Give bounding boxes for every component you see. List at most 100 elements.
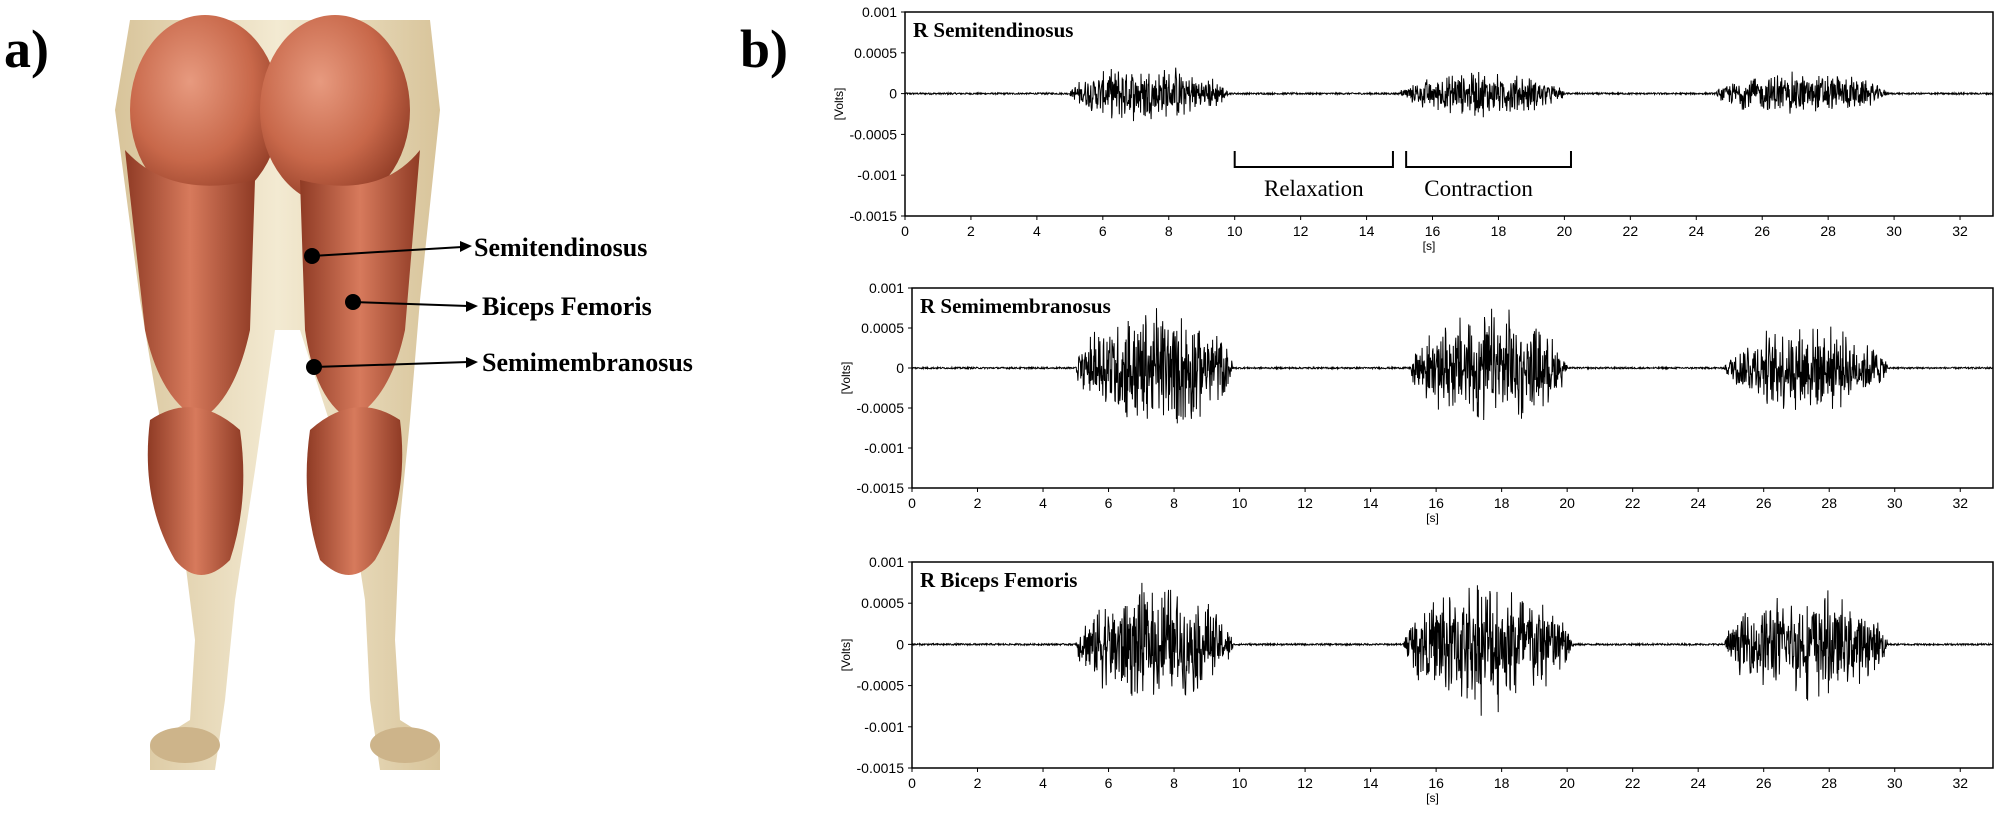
x-tick-label: 2 xyxy=(967,223,975,239)
y-axis-title: [Volts] xyxy=(839,639,853,672)
y-axis-title: [Volts] xyxy=(839,362,853,395)
y-tick-label: 0 xyxy=(896,360,904,376)
left-calf-muscles xyxy=(147,407,244,575)
x-tick-label: 20 xyxy=(1559,775,1575,791)
x-tick-label: 20 xyxy=(1557,223,1573,239)
y-tick-label: 0.0005 xyxy=(861,595,904,611)
x-tick-label: 30 xyxy=(1886,223,1902,239)
x-tick-label: 4 xyxy=(1039,775,1047,791)
x-tick-label: 22 xyxy=(1625,775,1641,791)
y-axis-title: [Volts] xyxy=(832,88,846,121)
contraction-label: Contraction xyxy=(1424,176,1533,201)
x-tick-label: 14 xyxy=(1359,223,1375,239)
chart-title: R Semitendinosus xyxy=(913,18,1073,42)
left-heel xyxy=(150,727,220,763)
right-glute xyxy=(260,15,410,205)
x-tick-label: 8 xyxy=(1170,775,1178,791)
panel-label-b: b) xyxy=(740,19,789,79)
arrowhead-semitendinosus xyxy=(460,241,472,252)
x-tick-label: 8 xyxy=(1170,495,1178,511)
x-tick-label: 0 xyxy=(908,775,916,791)
y-tick-label: 0.001 xyxy=(869,554,904,570)
y-tick-label: -0.0015 xyxy=(850,208,898,224)
x-tick-label: 14 xyxy=(1363,775,1379,791)
y-tick-label: -0.0015 xyxy=(857,480,905,496)
chart-title: R Biceps Femoris xyxy=(920,568,1077,592)
y-tick-label: 0.001 xyxy=(869,280,904,296)
y-tick-label: 0.0005 xyxy=(861,320,904,336)
arrowhead-semimembranosus xyxy=(466,357,478,368)
x-tick-label: 12 xyxy=(1297,495,1313,511)
chart-title: R Semimembranosus xyxy=(920,294,1111,318)
left-glute xyxy=(130,15,280,205)
x-tick-label: 2 xyxy=(974,495,982,511)
y-tick-label: 0 xyxy=(896,636,904,652)
x-tick-label: 18 xyxy=(1494,775,1510,791)
x-tick-label: 4 xyxy=(1033,223,1041,239)
arrow-biceps-femoris xyxy=(352,301,469,307)
x-tick-label: 32 xyxy=(1952,775,1968,791)
x-tick-label: 6 xyxy=(1105,775,1113,791)
x-tick-label: 18 xyxy=(1491,223,1507,239)
x-tick-label: 16 xyxy=(1428,495,1444,511)
x-axis-title: [s] xyxy=(1426,791,1439,805)
x-tick-label: 14 xyxy=(1363,495,1379,511)
x-tick-label: 12 xyxy=(1293,223,1309,239)
x-tick-label: 16 xyxy=(1428,775,1444,791)
x-tick-label: 18 xyxy=(1494,495,1510,511)
x-tick-label: 24 xyxy=(1688,223,1704,239)
x-tick-label: 8 xyxy=(1165,223,1173,239)
y-tick-label: 0 xyxy=(889,86,897,102)
x-tick-label: 12 xyxy=(1297,775,1313,791)
x-tick-label: 26 xyxy=(1754,223,1770,239)
x-tick-label: 20 xyxy=(1559,495,1575,511)
x-tick-label: 32 xyxy=(1952,223,1968,239)
arrow-semitendinosus xyxy=(311,246,463,257)
right-heel xyxy=(370,727,440,763)
x-tick-label: 4 xyxy=(1039,495,1047,511)
x-tick-label: 28 xyxy=(1820,223,1836,239)
y-tick-label: -0.001 xyxy=(864,719,904,735)
leg-anatomy-illustration: Semitendinosus Biceps Femoris Semimembra… xyxy=(115,15,693,770)
x-tick-label: 28 xyxy=(1821,495,1837,511)
x-tick-label: 0 xyxy=(908,495,916,511)
x-tick-label: 22 xyxy=(1625,495,1641,511)
relaxation-label: Relaxation xyxy=(1264,176,1364,201)
label-biceps-femoris: Biceps Femoris xyxy=(482,292,652,321)
y-tick-label: 0.001 xyxy=(862,4,897,20)
arrowhead-biceps-femoris xyxy=(466,301,478,312)
x-tick-label: 2 xyxy=(974,775,982,791)
arrow-semimembranosus xyxy=(313,361,469,368)
x-tick-label: 24 xyxy=(1690,495,1706,511)
relaxation-bracket xyxy=(1233,151,1394,169)
x-tick-label: 10 xyxy=(1232,495,1248,511)
right-calf-muscles xyxy=(306,407,403,575)
y-tick-label: -0.0005 xyxy=(857,678,905,694)
x-tick-label: 16 xyxy=(1425,223,1441,239)
x-tick-label: 6 xyxy=(1099,223,1107,239)
y-tick-label: -0.0005 xyxy=(857,400,905,416)
x-tick-label: 10 xyxy=(1232,775,1248,791)
x-tick-label: 6 xyxy=(1105,495,1113,511)
x-tick-label: 32 xyxy=(1952,495,1968,511)
right-thigh-muscles xyxy=(300,150,420,420)
x-tick-label: 26 xyxy=(1756,495,1772,511)
contraction-bracket xyxy=(1405,151,1572,169)
plot-frame xyxy=(904,11,1994,217)
x-tick-label: 22 xyxy=(1623,223,1639,239)
emg-trace xyxy=(911,582,1994,716)
x-tick-label: 10 xyxy=(1227,223,1243,239)
y-tick-label: -0.0005 xyxy=(850,126,898,142)
y-tick-label: 0.0005 xyxy=(854,45,897,61)
left-thigh-muscles xyxy=(125,150,255,420)
plot-frame xyxy=(911,561,1994,769)
x-axis-title: [s] xyxy=(1423,239,1436,253)
label-semitendinosus: Semitendinosus xyxy=(474,233,647,262)
x-tick-label: 24 xyxy=(1690,775,1706,791)
emg-trace xyxy=(911,308,1994,424)
y-tick-label: -0.001 xyxy=(857,167,897,183)
